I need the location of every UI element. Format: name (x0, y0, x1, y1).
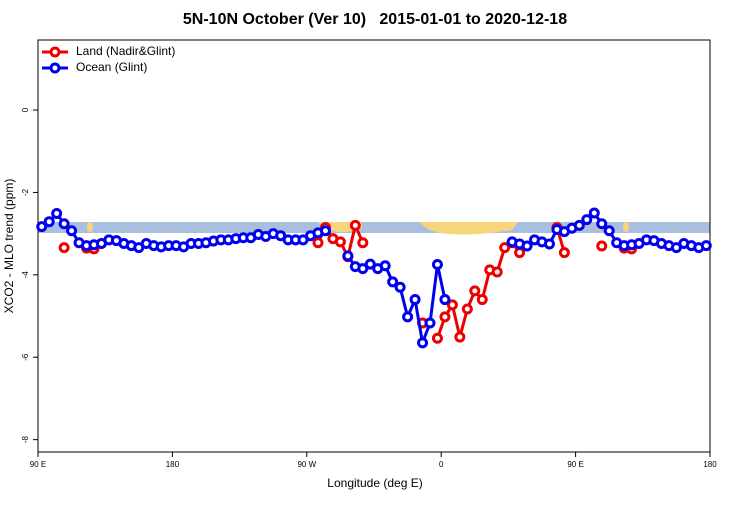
data-point (499, 242, 511, 254)
data-point (439, 294, 451, 306)
data-point (387, 276, 399, 288)
x-tick-label: 90 E (30, 460, 46, 469)
data-point (476, 294, 488, 306)
data-point (334, 236, 346, 248)
data-point (573, 219, 585, 231)
data-point (43, 216, 55, 228)
data-point (357, 263, 369, 275)
data-point (402, 311, 414, 323)
data-point (461, 303, 473, 315)
data-point (379, 260, 391, 272)
x-tick-label: 180 (703, 460, 717, 469)
data-point (514, 247, 526, 259)
ocean-strip (38, 222, 710, 233)
data-point (58, 242, 70, 254)
data-point (446, 299, 458, 311)
data-point (58, 218, 70, 230)
data-point (596, 240, 608, 252)
data-point (431, 332, 443, 344)
chart-title: 5N-10N October (Ver 10) 2015-01-01 to 20… (183, 11, 567, 28)
y-tick-label: -2 (21, 188, 30, 196)
data-point (588, 207, 600, 219)
data-point (454, 331, 466, 343)
data-point (349, 219, 361, 231)
x-tick-label: 90 W (297, 460, 316, 469)
data-point (312, 237, 324, 249)
data-point (51, 207, 63, 219)
data-point (543, 238, 555, 250)
land-strip (87, 222, 93, 232)
legend-label: Land (Nadir&Glint) (76, 44, 175, 58)
data-point (357, 237, 369, 249)
data-point (521, 240, 533, 252)
data-point (596, 218, 608, 230)
data-point (491, 266, 503, 278)
data-point (558, 247, 570, 259)
data-point (469, 285, 481, 297)
x-axis-label: Longitude (deg E) (327, 476, 422, 490)
data-point (431, 259, 443, 271)
data-point (319, 225, 331, 237)
data-point (409, 294, 421, 306)
data-point (364, 258, 376, 270)
data-point (66, 225, 78, 237)
data-point (603, 225, 615, 237)
x-tick-label: 0 (439, 460, 444, 469)
data-point (417, 337, 429, 349)
x-tick-label: 90 E (567, 460, 583, 469)
y-tick-label: -8 (21, 436, 30, 444)
data-point (424, 317, 436, 329)
data-point (342, 250, 354, 262)
y-tick-label: -4 (21, 271, 30, 279)
legend-label: Ocean (Glint) (76, 60, 147, 74)
data-point (394, 281, 406, 293)
x-tick-label: 180 (166, 460, 180, 469)
data-point (581, 214, 593, 226)
data-point (439, 311, 451, 323)
y-axis-label: XCO2 - MLO trend (ppm) (2, 179, 16, 314)
legend-marker (49, 62, 61, 74)
land-strip (420, 222, 518, 235)
data-point (36, 221, 48, 233)
y-tick-label: -6 (21, 353, 30, 361)
legend-marker (49, 46, 61, 58)
land-strip (623, 222, 629, 232)
data-point (700, 240, 712, 252)
y-tick-label: 0 (21, 107, 30, 112)
